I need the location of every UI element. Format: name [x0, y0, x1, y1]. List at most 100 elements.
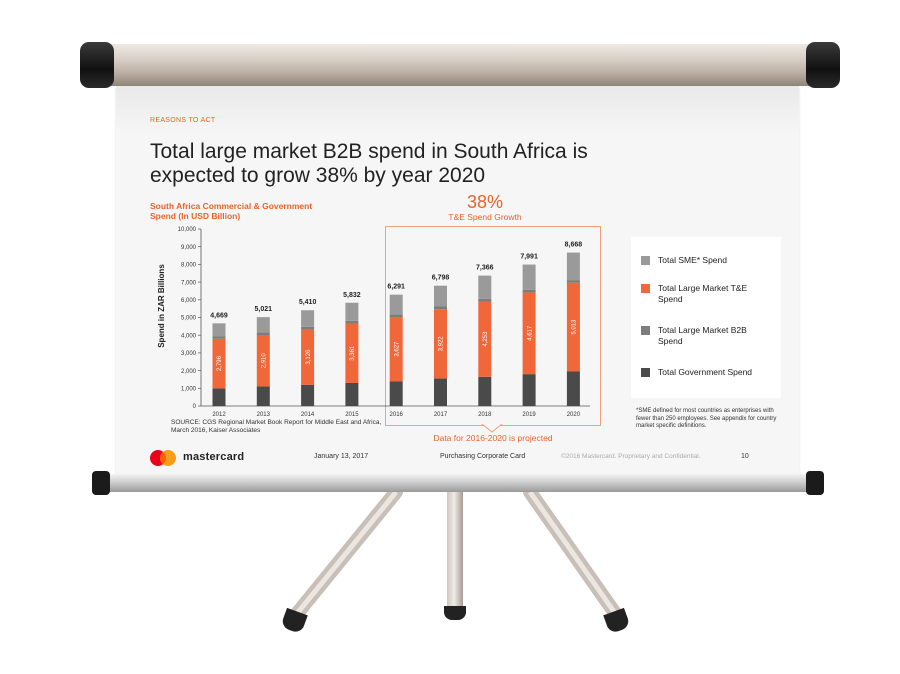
sme-footnote: *SME defined for most countries as enter…	[636, 408, 777, 429]
section-kicker: REASONS TO ACT	[150, 117, 216, 124]
bar-segment-sme	[478, 275, 492, 299]
footer-date: January 13, 2017	[314, 453, 369, 460]
bottom-cap-right	[806, 471, 824, 495]
screen-bottom-bar	[100, 474, 816, 492]
bar-segment-sme	[256, 317, 270, 333]
x-tick-label: 2013	[257, 412, 271, 418]
tripod-foot-center	[444, 606, 466, 620]
bar-segment-te	[478, 301, 492, 377]
total-value-label: 5,410	[299, 299, 317, 306]
y-tick-label: 9,000	[181, 245, 197, 251]
source-note: SOURCE: CGS Regional Market Book Report …	[171, 419, 382, 434]
projected-box-pointer	[481, 423, 503, 433]
bar-segment-sme	[566, 252, 580, 281]
x-tick-label: 2018	[478, 412, 492, 418]
footer-copyright: ©2016 Mastercard. Proprietary and Confid…	[561, 453, 701, 460]
legend-swatch-b2b	[641, 326, 650, 335]
te-value-label: 2,796	[217, 355, 223, 371]
te-value-label: 4,253	[483, 331, 489, 347]
legend-label-gov: Total Government Spend	[658, 367, 753, 377]
total-value-label: 7,366	[476, 265, 494, 272]
te-value-label: 5,013	[572, 319, 578, 335]
bar-segment-gov	[389, 381, 403, 406]
chart-title: South Africa Commercial & Government Spe…	[150, 201, 313, 221]
legend-item-gov: Total Government Spend	[641, 367, 768, 378]
screen-top-roller	[95, 44, 830, 86]
bar-segment-gov	[566, 371, 580, 406]
bar-segment-gov	[478, 376, 492, 406]
y-tick-label: 6,000	[181, 298, 197, 304]
total-value-label: 5,832	[343, 292, 361, 299]
legend-item-b2b: Total Large Market B2B Spend	[641, 325, 768, 347]
chart-legend: Total SME* Spend Total Large Market T&E …	[631, 237, 781, 398]
growth-label: T&E Spend Growth	[448, 212, 522, 222]
te-value-label: 3,627	[394, 341, 400, 357]
y-tick-label: 2,000	[181, 369, 197, 375]
bar-segment-gov	[256, 386, 270, 406]
bar-segment-b2b	[345, 320, 359, 324]
legend-item-te: Total Large Market T&E Spend	[641, 283, 768, 305]
bar-segment-sme	[522, 264, 536, 290]
total-value-label: 8,668	[565, 242, 583, 249]
bar-segment-b2b	[301, 326, 315, 330]
legend-swatch-sme	[641, 256, 650, 265]
projected-note: Data for 2016-2020 is projected	[395, 433, 591, 443]
y-tick-label: 0	[193, 404, 197, 410]
bar-segment-te	[212, 338, 226, 389]
legend-swatch-te	[641, 284, 650, 293]
y-tick-label: 3,000	[181, 351, 197, 357]
y-tick-label: 7,000	[181, 280, 197, 286]
stacked-bar-chart: 0 1,000 2,000 3,000 4,000 5,000 6,000 7,000 8,00…	[178, 227, 590, 418]
slide-title: Total large market B2B spend in South Af…	[150, 140, 588, 187]
y-tick-label: 4,000	[181, 333, 197, 339]
legend-swatch-gov	[641, 368, 650, 377]
bar-segment-b2b	[478, 298, 492, 302]
page-number: 10	[741, 453, 749, 460]
bar-segment-gov	[301, 384, 315, 406]
bar-segment-sme	[345, 302, 359, 321]
bar-segment-b2b	[434, 306, 447, 310]
legend-label-te: Total Large Market T&E Spend	[658, 283, 748, 304]
total-value-label: 6,798	[432, 275, 450, 282]
bar-segment-te	[389, 317, 403, 382]
legend-label-b2b: Total Large Market B2B Spend	[658, 325, 747, 346]
footer-brand: mastercard	[183, 451, 245, 463]
bar-segment-te	[301, 329, 315, 385]
bar-segment-b2b	[212, 336, 226, 339]
roller-cap-right	[806, 42, 840, 88]
te-value-label: 2,910	[262, 353, 268, 369]
total-value-label: 5,021	[255, 306, 273, 313]
bar-segment-sme	[212, 323, 226, 337]
bar-segment-b2b	[389, 314, 403, 318]
bar-segment-gov	[434, 378, 447, 406]
te-value-label: 3,361	[350, 345, 356, 361]
x-tick-label: 2015	[345, 412, 359, 418]
bar-segment-te	[522, 292, 536, 375]
bottom-cap-left	[92, 471, 110, 495]
legend-item-sme: Total SME* Spend	[641, 255, 768, 266]
footer-document-title: Purchasing Corporate Card	[440, 453, 526, 460]
bar-segment-te	[566, 282, 580, 372]
growth-percentage: 38%	[466, 192, 504, 212]
bar-segment-gov	[345, 382, 359, 406]
x-tick-label: 2020	[567, 412, 581, 418]
bar-segment-sme	[389, 294, 403, 315]
x-tick-label: 2019	[522, 412, 536, 418]
total-value-label: 6,291	[387, 284, 405, 291]
y-tick-label: 1,000	[181, 387, 197, 393]
bar-segment-gov	[522, 374, 536, 406]
te-value-label: 3,126	[306, 349, 312, 365]
y-tick-label: 8,000	[181, 263, 197, 269]
bar-segment-te	[256, 335, 270, 387]
te-value-label: 4,617	[527, 325, 533, 341]
legend-label-sme: Total SME* Spend	[658, 255, 727, 265]
bar-segment-b2b	[522, 289, 536, 293]
tripod-leg-center	[447, 492, 463, 610]
mastercard-logo	[150, 450, 176, 466]
bar-segment-te	[434, 309, 447, 379]
bar-segment-te	[345, 323, 359, 383]
x-tick-label: 2012	[212, 412, 226, 418]
te-value-label: 3,922	[439, 336, 445, 352]
y-tick-label: 5,000	[181, 316, 197, 322]
